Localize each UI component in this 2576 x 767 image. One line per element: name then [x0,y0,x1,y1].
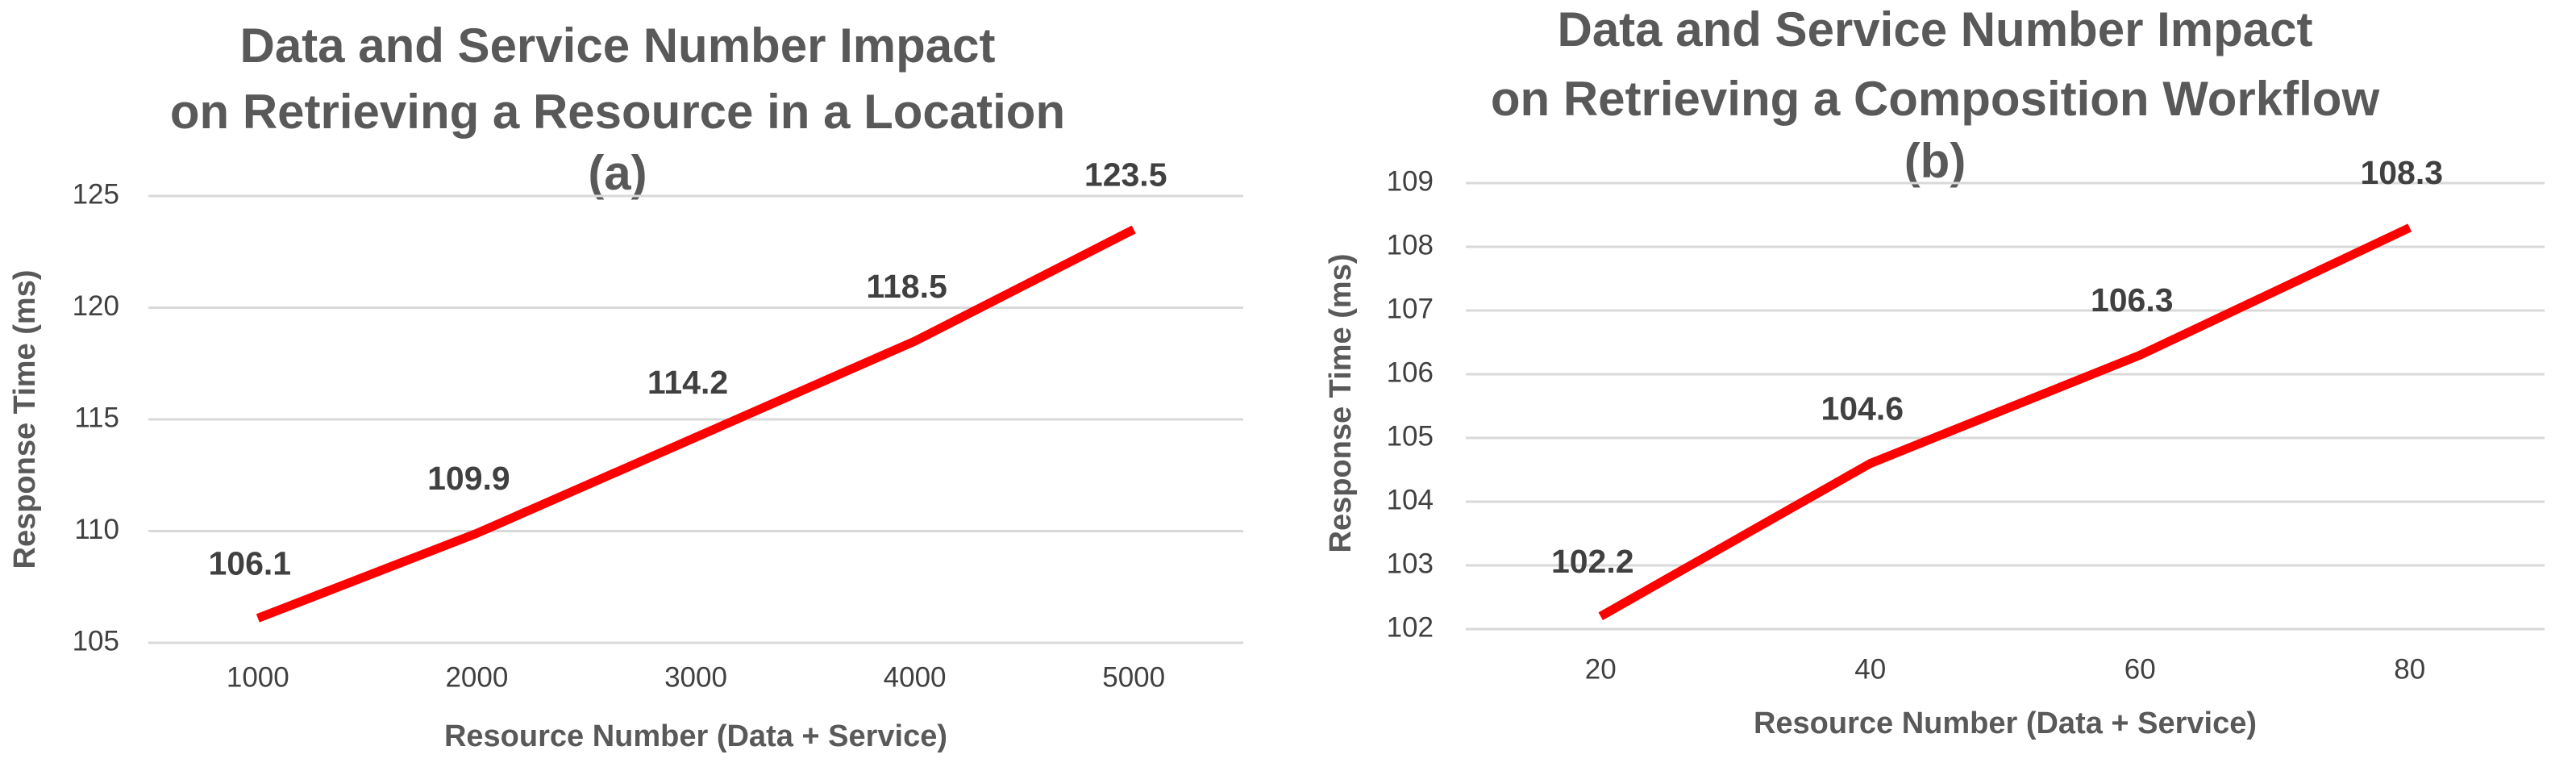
line [1598,223,2412,620]
chart-title: (a) [588,146,647,200]
y-tick-label: 104 [1387,484,1434,515]
x-tick-label: 80 [2394,653,2425,685]
x-tick-label: 60 [2124,653,2156,685]
data-label: 109.9 [427,460,510,497]
data-label: 106.1 [208,544,291,582]
x-tick-label: 4000 [884,661,947,693]
x-tick-label: 40 [1854,653,1886,685]
data-label: 104.6 [1821,390,1904,427]
y-tick-label: 102 [1387,611,1434,643]
chart-title: (b) [1904,134,1966,188]
y-tick-label: 105 [1387,420,1434,452]
data-label: 118.5 [866,268,947,305]
chart-title: Data and Service Number Impact [239,19,995,73]
y-tick-label: 106 [1387,356,1434,388]
data-label: 123.5 [1084,156,1167,193]
x-tick-label: 2000 [445,661,508,693]
y-tick-label: 109 [1387,165,1434,197]
x-tick-label: 1000 [227,661,289,693]
data-label: 114.2 [647,364,728,401]
x-axis-label: Resource Number (Data + Service) [444,719,947,753]
chart-title: on Retrieving a Composition Workflow [1491,72,2380,126]
y-tick-label: 125 [73,178,119,210]
data-label: 102.2 [1551,543,1634,580]
y-axis-label: Response Time (ms) [8,270,42,569]
y-tick-label: 105 [73,625,119,657]
y-tick-label: 115 [74,402,119,433]
line [256,225,1136,623]
data-label: 108.3 [2360,154,2443,191]
y-tick-label: 103 [1387,548,1434,579]
y-tick-label: 107 [1387,293,1434,324]
data-label: 106.3 [2091,281,2174,319]
x-tick-label: 3000 [664,661,727,693]
x-tick-label: 20 [1585,653,1617,685]
x-tick-label: 5000 [1102,661,1165,693]
chart-title: on Retrieving a Resource in a Location [170,85,1065,139]
y-tick-label: 120 [73,290,119,322]
y-tick-label: 110 [74,514,119,545]
x-axis-label: Resource Number (Data + Service) [1754,707,2257,740]
y-axis-label: Response Time (ms) [1324,254,1358,553]
y-tick-label: 108 [1387,229,1434,261]
chart-title: Data and Service Number Impact [1557,2,2312,56]
